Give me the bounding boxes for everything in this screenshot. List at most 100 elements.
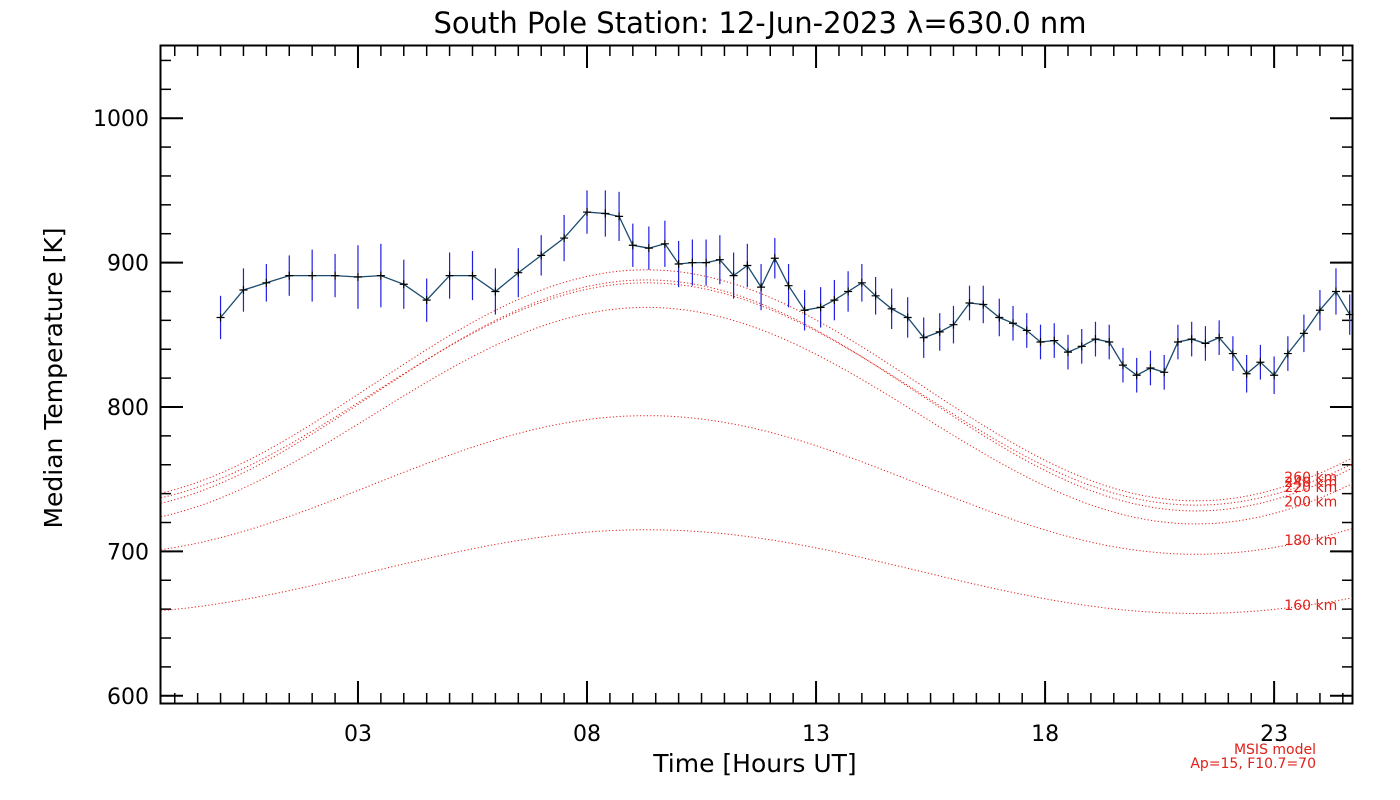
data-point xyxy=(239,286,248,295)
model-curve-label: 160 km xyxy=(1284,598,1337,614)
data-point xyxy=(1105,338,1114,347)
data-point xyxy=(871,291,880,300)
model-curve xyxy=(160,529,1353,614)
model-curve xyxy=(160,282,1353,506)
data-point xyxy=(331,271,340,280)
y-tick-label: 900 xyxy=(107,252,149,277)
data-point xyxy=(949,320,958,329)
data-point xyxy=(1091,335,1100,344)
data-point xyxy=(857,278,866,287)
y-axis-label: Median Temperature [K] xyxy=(39,227,68,528)
x-tick-label: 18 xyxy=(1031,722,1059,747)
data-point xyxy=(1009,319,1018,328)
data-point xyxy=(1242,369,1251,378)
data-point xyxy=(830,296,839,305)
model-curve xyxy=(160,279,1353,512)
data-point xyxy=(660,239,669,248)
data-point xyxy=(1050,336,1059,345)
data-point xyxy=(583,208,592,217)
model-params-note: Ap=15, F10.7=70 xyxy=(1190,756,1316,772)
data-point xyxy=(514,268,523,277)
data-point xyxy=(1228,349,1237,358)
data-point xyxy=(376,271,385,280)
model-curve xyxy=(160,306,1353,525)
data-point xyxy=(757,283,766,292)
model-curve-label: 180 km xyxy=(1284,533,1337,549)
data-point xyxy=(1331,287,1340,296)
plot-frame xyxy=(159,44,1354,705)
data-point xyxy=(1215,333,1224,342)
data-point xyxy=(1345,310,1354,319)
x-tick-label: 23 xyxy=(1260,722,1288,747)
data-point xyxy=(615,212,624,221)
data-point xyxy=(353,273,362,282)
data-point xyxy=(216,313,225,322)
data-point xyxy=(1256,358,1265,367)
chart-title: South Pole Station: 12-Jun-2023 λ=630.0 … xyxy=(433,6,1086,40)
data-point xyxy=(674,260,683,269)
axis-ticks: 03 08 13 18 23 600 700 800 900 1000 xyxy=(93,46,1352,747)
data-point xyxy=(628,241,637,250)
y-tick-label: 1000 xyxy=(93,107,149,132)
data-point xyxy=(468,271,477,280)
data-point xyxy=(887,304,896,313)
data-point xyxy=(688,258,697,267)
y-tick-label: 700 xyxy=(107,540,149,565)
data-point xyxy=(1118,361,1127,370)
model-curve xyxy=(160,269,1353,502)
data-point xyxy=(903,313,912,322)
data-point xyxy=(844,287,853,296)
data-point xyxy=(965,299,974,308)
data-point xyxy=(770,254,779,263)
y-tick-label: 800 xyxy=(107,396,149,421)
model-curve-label: 220 km xyxy=(1284,480,1337,496)
y-tick-label: 600 xyxy=(107,685,149,710)
data-point xyxy=(445,271,454,280)
data-point xyxy=(919,333,928,342)
model-curve-label: 260 km xyxy=(1284,470,1337,486)
data-point xyxy=(262,278,271,287)
data-point xyxy=(601,209,610,218)
data-point xyxy=(399,280,408,289)
x-tick-label: 03 xyxy=(344,722,372,747)
observed-line xyxy=(220,211,1351,377)
data-point xyxy=(1201,339,1210,348)
data-point xyxy=(1146,364,1155,373)
data-point xyxy=(560,234,569,243)
data-point xyxy=(491,287,500,296)
data-point xyxy=(285,271,294,280)
observed-series xyxy=(216,190,1354,394)
x-tick-label: 13 xyxy=(802,722,830,747)
data-point xyxy=(1173,338,1182,347)
model-curve-label: 240 km xyxy=(1284,475,1337,491)
x-tick-label: 08 xyxy=(573,722,601,747)
data-point xyxy=(1187,335,1196,344)
data-point xyxy=(800,306,809,315)
data-point xyxy=(1283,349,1292,358)
data-point xyxy=(1022,326,1031,335)
data-point xyxy=(1270,371,1279,380)
data-point xyxy=(702,258,711,267)
data-point xyxy=(308,271,317,280)
data-point xyxy=(729,271,738,280)
data-point xyxy=(422,296,431,305)
data-point xyxy=(1132,371,1141,380)
data-point xyxy=(644,244,653,253)
data-point xyxy=(743,261,752,270)
data-point xyxy=(935,327,944,336)
data-point xyxy=(1036,338,1045,347)
x-axis-label: Time [Hours UT] xyxy=(652,749,856,778)
data-point xyxy=(1063,348,1072,357)
model-curve-label: 200 km xyxy=(1284,495,1337,511)
data-point xyxy=(1160,368,1169,377)
data-point xyxy=(995,313,1004,322)
data-point xyxy=(816,303,825,312)
model-name-note: MSIS model xyxy=(1234,742,1316,758)
data-point xyxy=(1299,329,1308,338)
data-point xyxy=(537,251,546,260)
data-point xyxy=(1077,342,1086,351)
model-curve xyxy=(160,415,1353,555)
data-point xyxy=(1315,306,1324,315)
